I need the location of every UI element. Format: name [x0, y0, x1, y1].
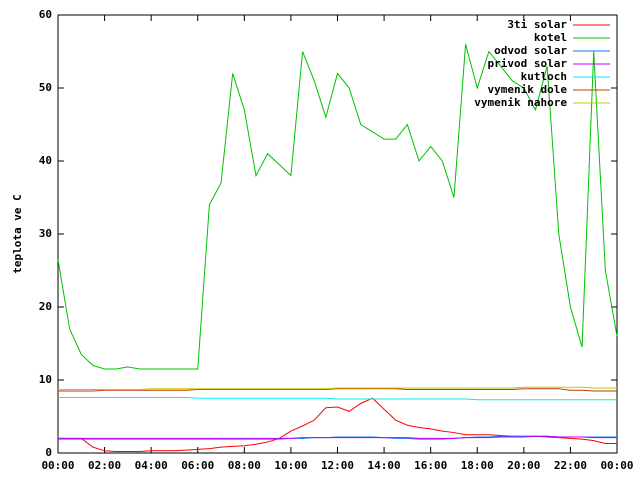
x-tick-label: 08:00	[228, 459, 261, 472]
x-tick-label: 00:00	[600, 459, 633, 472]
y-tick-label: 60	[39, 8, 52, 21]
x-tick-label: 06:00	[181, 459, 214, 472]
legend-label: kotel	[534, 31, 567, 44]
data-line	[57, 44, 618, 370]
x-tick-label: 22:00	[554, 459, 587, 472]
data-line	[58, 397, 617, 401]
y-tick-label: 0	[45, 446, 52, 459]
x-tick-label: 16:00	[414, 459, 447, 472]
data-line	[58, 386, 617, 390]
data-line	[58, 388, 617, 392]
x-tick-label: 02:00	[88, 459, 121, 472]
x-tick-label: 04:00	[135, 459, 168, 472]
y-tick-label: 30	[39, 227, 52, 240]
x-tick-label: 20:00	[507, 459, 540, 472]
legend-label: privod solar	[488, 57, 568, 70]
x-tick-label: 00:00	[41, 459, 74, 472]
y-tick-label: 50	[39, 81, 52, 94]
data-line	[58, 435, 617, 439]
legend-label: odvod solar	[494, 44, 567, 57]
data-line	[58, 435, 617, 440]
legend-label: kutloch	[521, 70, 567, 83]
legend-label: vymenik dole	[488, 83, 568, 96]
y-axis-label: teplota ve C	[11, 194, 24, 273]
x-tick-label: 12:00	[321, 459, 354, 472]
y-tick-label: 40	[39, 154, 52, 167]
legend-label: vymenik nahore	[474, 96, 567, 109]
legend-label: 3ti solar	[507, 18, 567, 31]
x-tick-label: 14:00	[368, 459, 401, 472]
x-tick-label: 18:00	[461, 459, 494, 472]
y-tick-label: 10	[39, 373, 52, 386]
y-tick-label: 20	[39, 300, 52, 313]
x-tick-label: 10:00	[274, 459, 307, 472]
